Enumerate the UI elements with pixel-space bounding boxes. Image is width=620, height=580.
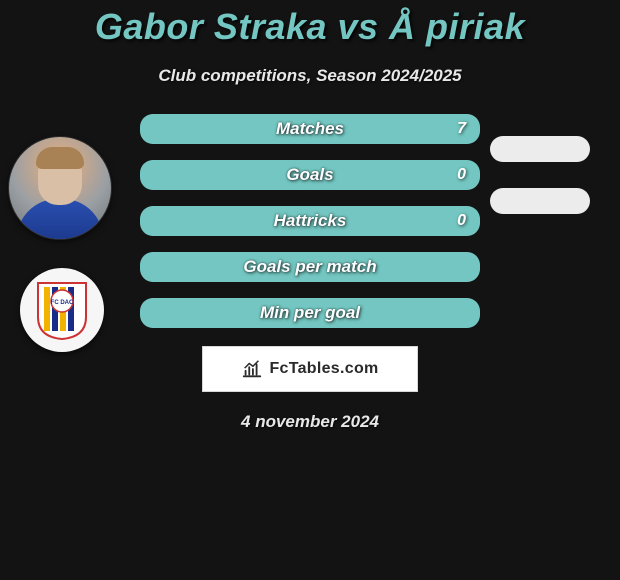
stat-bar: Matches7 bbox=[140, 114, 480, 144]
comparison-pill bbox=[490, 136, 590, 162]
bar-fill bbox=[140, 298, 480, 328]
page-title: Gabor Straka vs Å piriak bbox=[0, 0, 620, 48]
bar-fill bbox=[140, 252, 480, 282]
comparison-content: FC DAC Matches7 Goals0 Hattricks0 Goals per… bbox=[0, 114, 620, 328]
club-shield-icon: FC DAC bbox=[34, 279, 90, 341]
page-date: 4 november 2024 bbox=[0, 412, 620, 432]
chart-icon bbox=[241, 358, 263, 380]
stat-bars: Matches7 Goals0 Hattricks0 Goals per match M… bbox=[140, 114, 480, 328]
player-avatar bbox=[8, 136, 112, 240]
left-player-column: FC DAC bbox=[8, 136, 118, 352]
branding-box: FcTables.com bbox=[202, 346, 418, 392]
stat-bar: Goals per match bbox=[140, 252, 480, 282]
bar-fill bbox=[140, 160, 480, 190]
page-subtitle: Club competitions, Season 2024/2025 bbox=[0, 66, 620, 86]
bar-fill bbox=[140, 206, 480, 236]
svg-text:FC DAC: FC DAC bbox=[51, 300, 74, 306]
branding-text: FcTables.com bbox=[269, 360, 378, 378]
comparison-pill bbox=[490, 188, 590, 214]
stat-bar: Goals0 bbox=[140, 160, 480, 190]
bar-fill bbox=[140, 114, 480, 144]
club-badge: FC DAC bbox=[20, 268, 104, 352]
right-pills bbox=[490, 136, 590, 240]
stat-bar: Hattricks0 bbox=[140, 206, 480, 236]
stat-bar: Min per goal bbox=[140, 298, 480, 328]
